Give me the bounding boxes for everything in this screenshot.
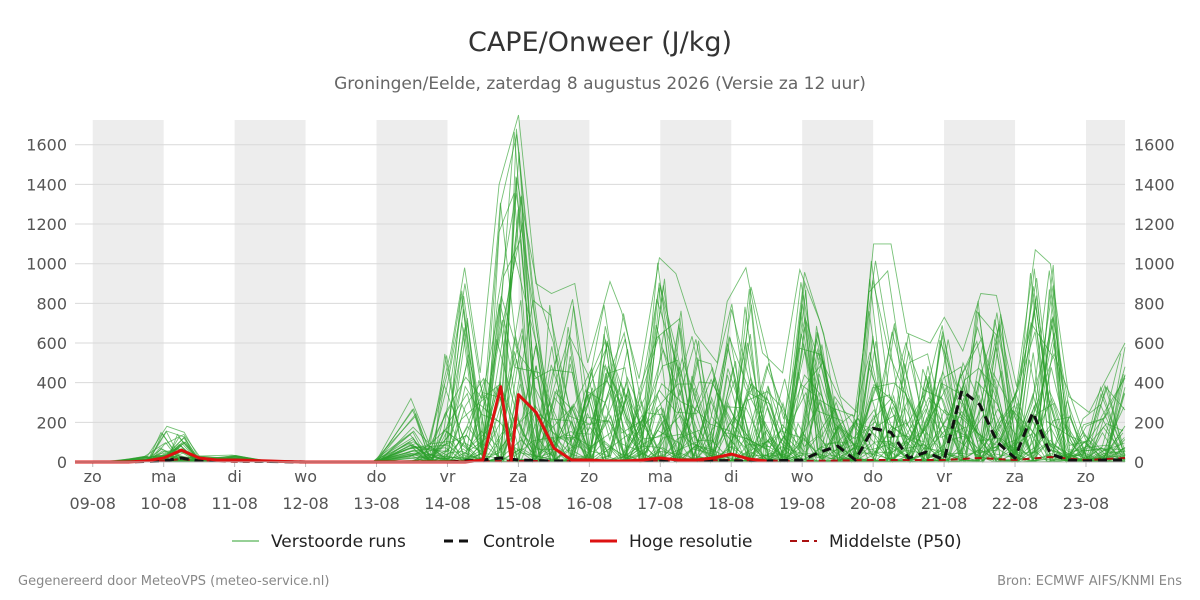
x-tick-date-0: 09-08 (69, 494, 116, 513)
x-tick-date-5: 14-08 (424, 494, 471, 513)
footer-credit: Gegenereerd door MeteoVPS (meteo-service… (18, 574, 329, 589)
x-tick-day-1: ma (151, 467, 176, 486)
x-tick-date-13: 22-08 (992, 494, 1039, 513)
x-tick-day-13: za (1006, 467, 1024, 486)
x-tick-day-5: vr (439, 467, 455, 486)
y-axis-left: 0 200 400 600 800 1000 1200 1400 1600 (26, 136, 67, 472)
x-tick-day-8: ma (648, 467, 673, 486)
legend: Verstoorde runs Controle Hoge resolutie Mid… (232, 532, 962, 552)
x-tick-date-10: 19-08 (779, 494, 826, 513)
weekend-band-2 (376, 120, 448, 462)
y-tick-right-1400: 1400 (1134, 175, 1175, 194)
x-tick-date-1: 10-08 (140, 494, 187, 513)
x-tick-day-10: wo (791, 467, 814, 486)
chart-subtitle: Groningen/Eelde, zaterdag 8 augustus 202… (334, 74, 866, 94)
y-tick-left-1600: 1600 (26, 136, 67, 155)
chart-title: CAPE/Onweer (J/kg) (468, 27, 732, 58)
x-tick-day-9: di (724, 467, 739, 486)
y-tick-right-600: 600 (1134, 334, 1165, 353)
y-tick-left-400: 400 (36, 374, 67, 393)
x-tick-date-4: 13-08 (353, 494, 400, 513)
footer-source: Bron: ECMWF AIFS/KNMI Ens (997, 574, 1182, 589)
x-tick-day-0: zo (84, 467, 102, 486)
legend-label-3: Middelste (P50) (829, 532, 962, 552)
legend-label-2: Hoge resolutie (629, 532, 753, 552)
y-tick-right-1000: 1000 (1134, 255, 1175, 274)
x-tick-date-9: 18-08 (708, 494, 755, 513)
y-tick-right-1600: 1600 (1134, 136, 1175, 155)
y-tick-right-0: 0 (1134, 453, 1144, 472)
y-tick-left-1000: 1000 (26, 255, 67, 274)
x-tick-date-2: 11-08 (211, 494, 258, 513)
x-tick-date-6: 15-08 (495, 494, 542, 513)
legend-label-1: Controle (483, 532, 555, 552)
x-tick-day-6: za (509, 467, 527, 486)
legend-label-0: Verstoorde runs (271, 532, 406, 552)
x-tick-date-12: 21-08 (921, 494, 968, 513)
y-tick-left-200: 200 (36, 413, 67, 432)
y-tick-left-1400: 1400 (26, 175, 67, 194)
y-tick-left-1200: 1200 (26, 215, 67, 234)
y-tick-right-1200: 1200 (1134, 215, 1175, 234)
x-axis: zo 09-08 ma 10-08 di 11-08 wo 12-08 do 13-08 vr 14-… (69, 462, 1109, 513)
y-tick-right-400: 400 (1134, 374, 1165, 393)
weekend-band-1 (234, 120, 306, 462)
x-tick-day-2: di (227, 467, 242, 486)
x-tick-day-3: wo (294, 467, 317, 486)
y-tick-left-0: 0 (57, 453, 67, 472)
x-tick-date-7: 16-08 (566, 494, 613, 513)
x-tick-day-4: do (367, 467, 387, 486)
x-tick-day-7: zo (580, 467, 598, 486)
weekend-band-6 (944, 120, 1016, 462)
weekend-band-0 (92, 120, 164, 462)
x-tick-day-11: do (863, 467, 883, 486)
x-tick-date-14: 23-08 (1063, 494, 1110, 513)
x-tick-date-3: 12-08 (282, 494, 329, 513)
y-tick-right-200: 200 (1134, 413, 1165, 432)
y-tick-right-800: 800 (1134, 294, 1165, 313)
x-tick-day-14: zo (1077, 467, 1095, 486)
y-axis-right: 0 200 400 600 800 1000 1200 1400 1600 (1134, 136, 1175, 472)
y-tick-left-800: 800 (36, 294, 67, 313)
x-tick-date-8: 17-08 (637, 494, 684, 513)
x-tick-day-12: vr (936, 467, 952, 486)
y-tick-left-600: 600 (36, 334, 67, 353)
x-tick-date-11: 20-08 (850, 494, 897, 513)
